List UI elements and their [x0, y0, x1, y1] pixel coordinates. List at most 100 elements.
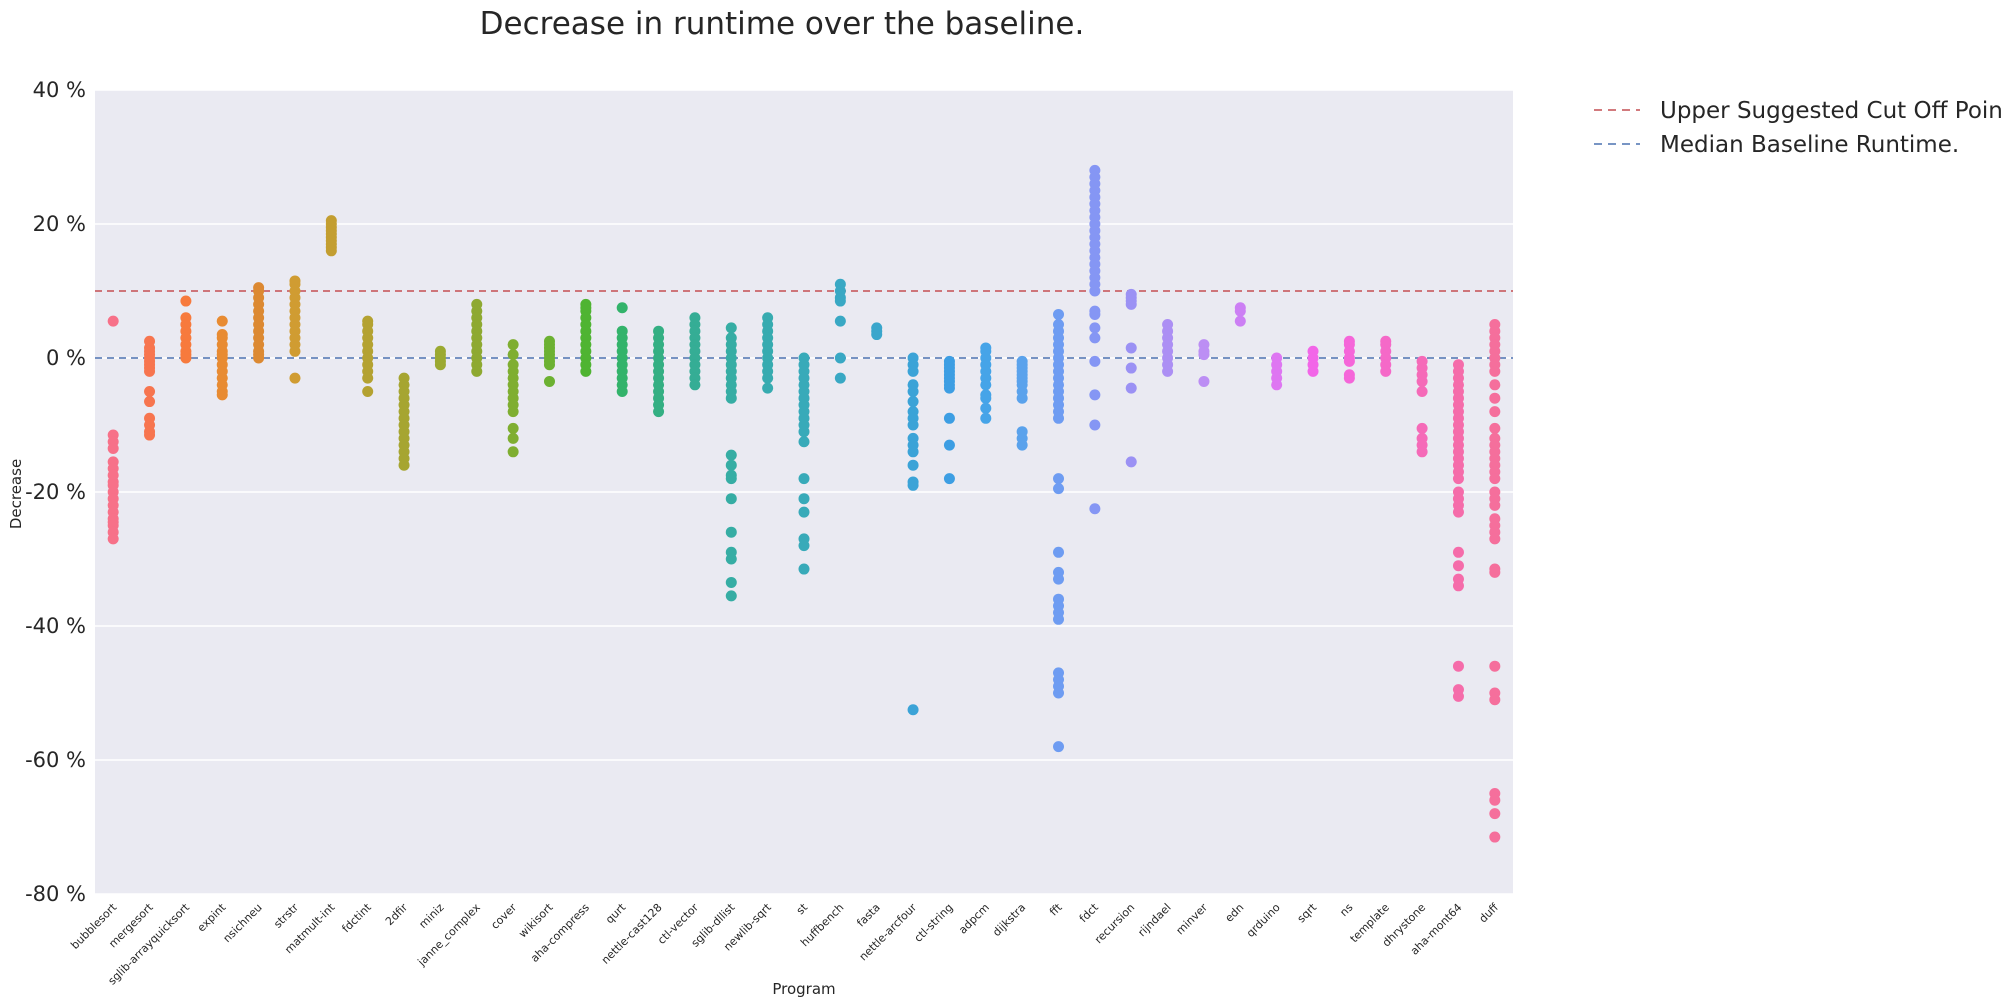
data-point: [907, 365, 919, 377]
data-point: [107, 315, 119, 327]
data-point: [798, 436, 810, 448]
x-tick-label: adpcm: [956, 901, 992, 937]
data-point: [1489, 694, 1501, 706]
y-tick-label: -40 %: [25, 614, 86, 638]
series-fdctint: [362, 315, 374, 397]
data-point: [943, 382, 955, 394]
series-template: [1380, 335, 1392, 377]
data-point: [616, 386, 628, 397]
y-tick-label: 0 %: [46, 346, 86, 370]
data-point: [1053, 573, 1065, 585]
data-point: [1234, 305, 1246, 317]
data-point: [907, 386, 919, 397]
data-point: [1125, 342, 1137, 354]
data-point: [144, 396, 156, 408]
series-dijkstra: [1016, 355, 1028, 451]
legend-label: Median Baseline Runtime.: [1660, 132, 1959, 158]
series-rijndael: [1162, 319, 1174, 377]
data-point: [507, 349, 519, 361]
data-point: [980, 379, 992, 391]
data-point: [1416, 446, 1428, 458]
series-aha-mont64: [1452, 359, 1464, 702]
x-tick-label: recursion: [1092, 901, 1137, 946]
series-bubblesort: [107, 315, 119, 545]
data-point: [1198, 349, 1210, 361]
data-point: [907, 479, 919, 491]
data-point: [1489, 422, 1501, 434]
x-tick-label: edn: [1223, 901, 1247, 925]
series-qrduino: [1271, 352, 1283, 391]
x-tick-label: ctl-string: [912, 901, 956, 945]
x-tick-label: fft: [1047, 900, 1065, 918]
x-axis-label: Program: [772, 980, 835, 998]
data-point: [725, 449, 737, 461]
series-duff: [1489, 319, 1501, 843]
data-point: [144, 365, 156, 377]
series-ctl-string: [943, 355, 955, 485]
data-point: [362, 372, 374, 384]
data-point: [325, 245, 337, 257]
data-point: [107, 533, 119, 545]
series-janne_complex: [471, 298, 483, 377]
data-point: [1053, 308, 1065, 320]
data-point: [1452, 580, 1464, 592]
data-point: [834, 372, 846, 384]
legend: Upper Suggested Cut Off Point. Median Bas…: [1594, 98, 2003, 158]
data-point: [1452, 473, 1464, 485]
data-point: [1125, 456, 1137, 468]
data-point: [980, 412, 992, 424]
data-point: [1489, 499, 1501, 511]
x-tick-label: 2dfir: [383, 901, 411, 929]
data-point: [798, 426, 810, 438]
x-tick-label: miniz: [416, 901, 446, 931]
data-points: [107, 164, 1501, 843]
data-point: [653, 406, 665, 418]
data-point: [1053, 473, 1065, 485]
series-expint: [216, 315, 228, 401]
data-point: [725, 322, 737, 334]
series-aha-compress: [580, 298, 592, 377]
data-point: [907, 704, 919, 716]
data-point: [507, 432, 519, 444]
data-point: [1416, 375, 1428, 387]
data-point: [253, 352, 265, 364]
series-qurt: [616, 302, 628, 397]
x-tick-label: expint: [195, 900, 229, 934]
series-st: [798, 352, 810, 575]
data-point: [798, 563, 810, 575]
series-2dfir: [398, 372, 410, 471]
data-point: [1089, 355, 1101, 367]
data-point: [1489, 831, 1501, 843]
data-point: [834, 295, 846, 307]
x-tick-label: nsichneu: [221, 901, 265, 945]
data-point: [834, 315, 846, 327]
data-point: [1489, 473, 1501, 485]
data-point: [180, 352, 192, 364]
data-point: [507, 446, 519, 458]
series-fasta: [871, 322, 883, 341]
data-point: [834, 352, 846, 364]
data-point: [725, 576, 737, 588]
series-mergesort: [144, 335, 156, 441]
series-edn: [1234, 302, 1246, 327]
data-point: [616, 302, 628, 314]
data-point: [943, 412, 955, 424]
series-strstr: [289, 275, 301, 384]
data-point: [216, 389, 228, 401]
data-point: [471, 365, 483, 377]
data-point: [362, 386, 374, 397]
data-point: [1053, 741, 1065, 753]
x-tick-label: sqrt: [1295, 900, 1320, 925]
data-point: [507, 339, 519, 351]
series-adpcm: [980, 342, 992, 424]
series-sglib-dllist: [725, 322, 737, 602]
data-point: [1053, 412, 1065, 424]
y-tick-labels: 40 % 20 % 0 % -20 % -40 % -60 % -80 %: [25, 78, 86, 906]
y-tick-label: -60 %: [25, 748, 86, 772]
x-tick-label: qrduino: [1244, 901, 1283, 940]
data-point: [798, 473, 810, 485]
data-point: [725, 459, 737, 471]
series-minver: [1198, 339, 1210, 387]
data-point: [980, 392, 992, 404]
